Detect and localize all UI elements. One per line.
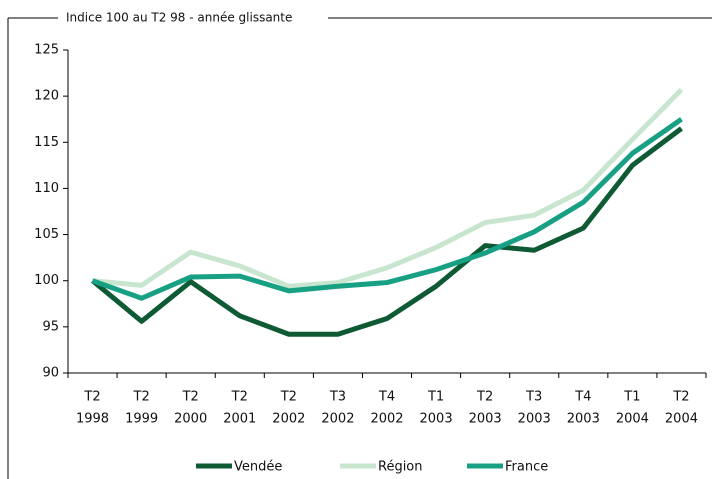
x-tick-label: T2 xyxy=(133,390,150,405)
chart-title: Indice 100 au T2 98 - année glissante xyxy=(66,11,292,25)
x-tick-label: 2004 xyxy=(616,412,649,427)
x-tick-label: 2003 xyxy=(567,412,600,427)
y-tick-label: 115 xyxy=(34,135,59,150)
y-tick-label: 110 xyxy=(34,181,59,196)
y-tick-label: 100 xyxy=(34,273,59,288)
x-tick-label: 2001 xyxy=(223,412,256,427)
x-tick-label: T3 xyxy=(329,390,346,405)
x-tick-label: T2 xyxy=(83,390,100,405)
x-tick-label: T1 xyxy=(623,390,640,405)
x-tick-label: T2 xyxy=(476,390,493,405)
x-tick-label: 2003 xyxy=(518,412,551,427)
y-tick-label: 90 xyxy=(42,366,59,381)
x-tick-label: T3 xyxy=(525,390,542,405)
x-tick-label: T4 xyxy=(378,390,395,405)
legend-label: France xyxy=(505,460,548,475)
y-tick-label: 95 xyxy=(42,319,59,334)
x-tick-label: 2002 xyxy=(272,412,305,427)
y-tick-label: 105 xyxy=(34,227,59,242)
x-tick-label: T2 xyxy=(280,390,297,405)
series-line xyxy=(91,117,683,301)
x-tick-label: T2 xyxy=(672,390,689,405)
legend-label: Vendée xyxy=(234,460,282,475)
x-tick-label: 1998 xyxy=(76,412,109,427)
title-box xyxy=(58,8,328,28)
series-line xyxy=(92,87,684,289)
x-tick-label: 2004 xyxy=(665,412,698,427)
x-tick-label: T1 xyxy=(427,390,444,405)
x-tick-label: 2002 xyxy=(321,412,354,427)
x-tick-label: 2000 xyxy=(174,412,207,427)
x-tick-label: 1999 xyxy=(125,412,158,427)
x-tick-label: 2003 xyxy=(420,412,453,427)
y-tick-label: 125 xyxy=(34,43,59,58)
x-tick-label: T4 xyxy=(574,390,591,405)
x-tick-label: T2 xyxy=(182,390,199,405)
y-tick-label: 120 xyxy=(34,89,59,104)
x-tick-label: 2002 xyxy=(370,412,403,427)
legend-label: Région xyxy=(378,460,423,475)
x-tick-label: 2003 xyxy=(469,412,502,427)
x-tick-label: T2 xyxy=(231,390,248,405)
series-line xyxy=(90,126,683,337)
